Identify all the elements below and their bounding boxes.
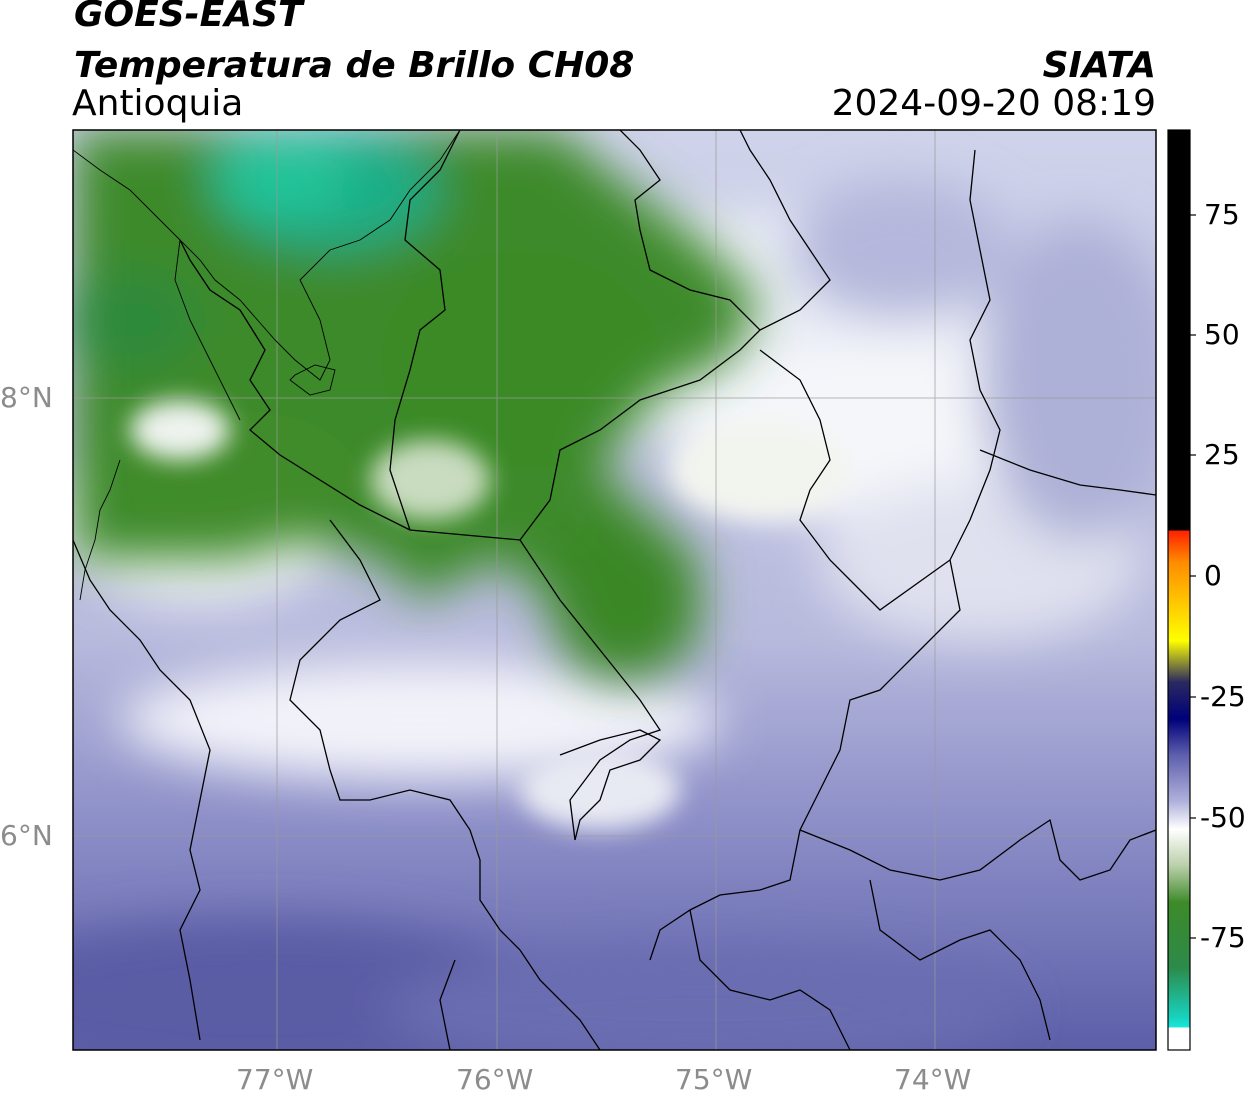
lon-label-76w: 76°W	[456, 1063, 534, 1096]
colorbar-tick-75: 75	[1204, 198, 1240, 231]
timestamp-label: 2024-09-20 08:19	[831, 83, 1156, 124]
map-frame	[72, 129, 1157, 1051]
colorbar-tick-50: 50	[1204, 318, 1240, 351]
lat-label-6n: 6°N	[0, 819, 53, 852]
colorbar-tick-minus50: -50	[1200, 801, 1246, 834]
lat-label-8n: 8°N	[0, 381, 53, 414]
colorbar-tick-25: 25	[1204, 438, 1240, 471]
colorbar-tick-minus25: -25	[1200, 680, 1246, 713]
lon-label-75w: 75°W	[675, 1063, 753, 1096]
colorbar-tick-0: 0	[1204, 559, 1222, 592]
colorbar	[1167, 129, 1196, 1051]
temperature-field	[73, 130, 1156, 1050]
colorbar-tick-minus75: -75	[1200, 921, 1246, 954]
region-subtitle: Antioquia	[72, 83, 244, 124]
product-title: Temperatura de Brillo CH08	[74, 45, 635, 86]
lon-label-77w: 77°W	[236, 1063, 314, 1096]
satellite-title: GOES-EAST	[74, 0, 303, 35]
agency-label: SIATA	[1042, 45, 1156, 86]
lon-label-74w: 74°W	[894, 1063, 972, 1096]
